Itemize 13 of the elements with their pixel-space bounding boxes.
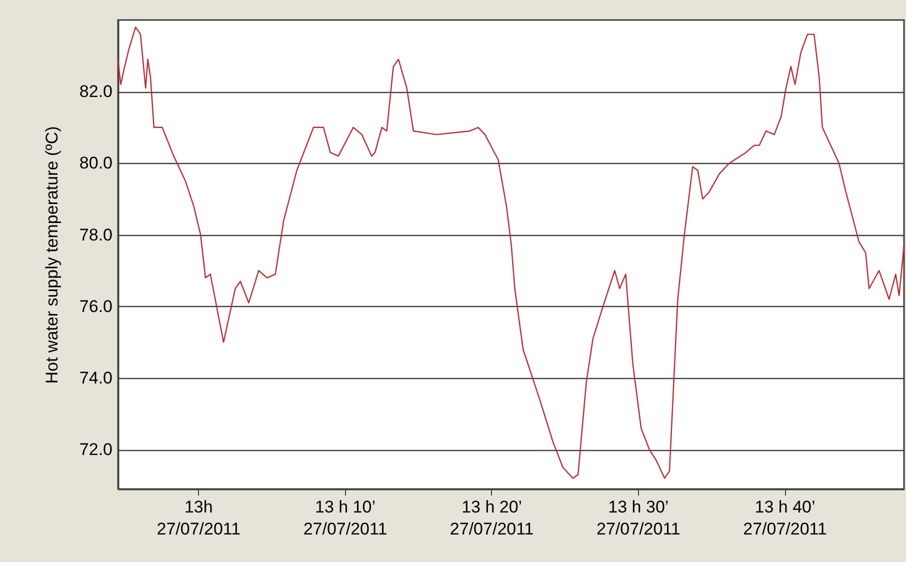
- y-tick-label: 80.0: [79, 154, 112, 173]
- y-tick-label: 78.0: [79, 225, 112, 244]
- line-series: [117, 26, 905, 479]
- x-tick-label: 13 h 10’ 27/07/2011: [303, 498, 388, 538]
- y-tick-label: 72.0: [79, 440, 112, 460]
- y-tick-label: 74.0: [79, 368, 112, 388]
- x-tick-label: 13 h 20’ 27/07/2011: [450, 498, 534, 538]
- y-tick-label: 76.0: [79, 296, 112, 316]
- y-axis-title: Hot water supply temperature (ºC): [42, 126, 62, 384]
- y-tick-label: 82.0: [79, 82, 112, 102]
- x-tick-label: 13 h 30’ 27/07/2011: [596, 498, 680, 538]
- x-tick-label: 13h 27/07/2011: [156, 498, 241, 538]
- x-tick-label: 13 h 40’ 27/07/2011: [743, 498, 827, 538]
